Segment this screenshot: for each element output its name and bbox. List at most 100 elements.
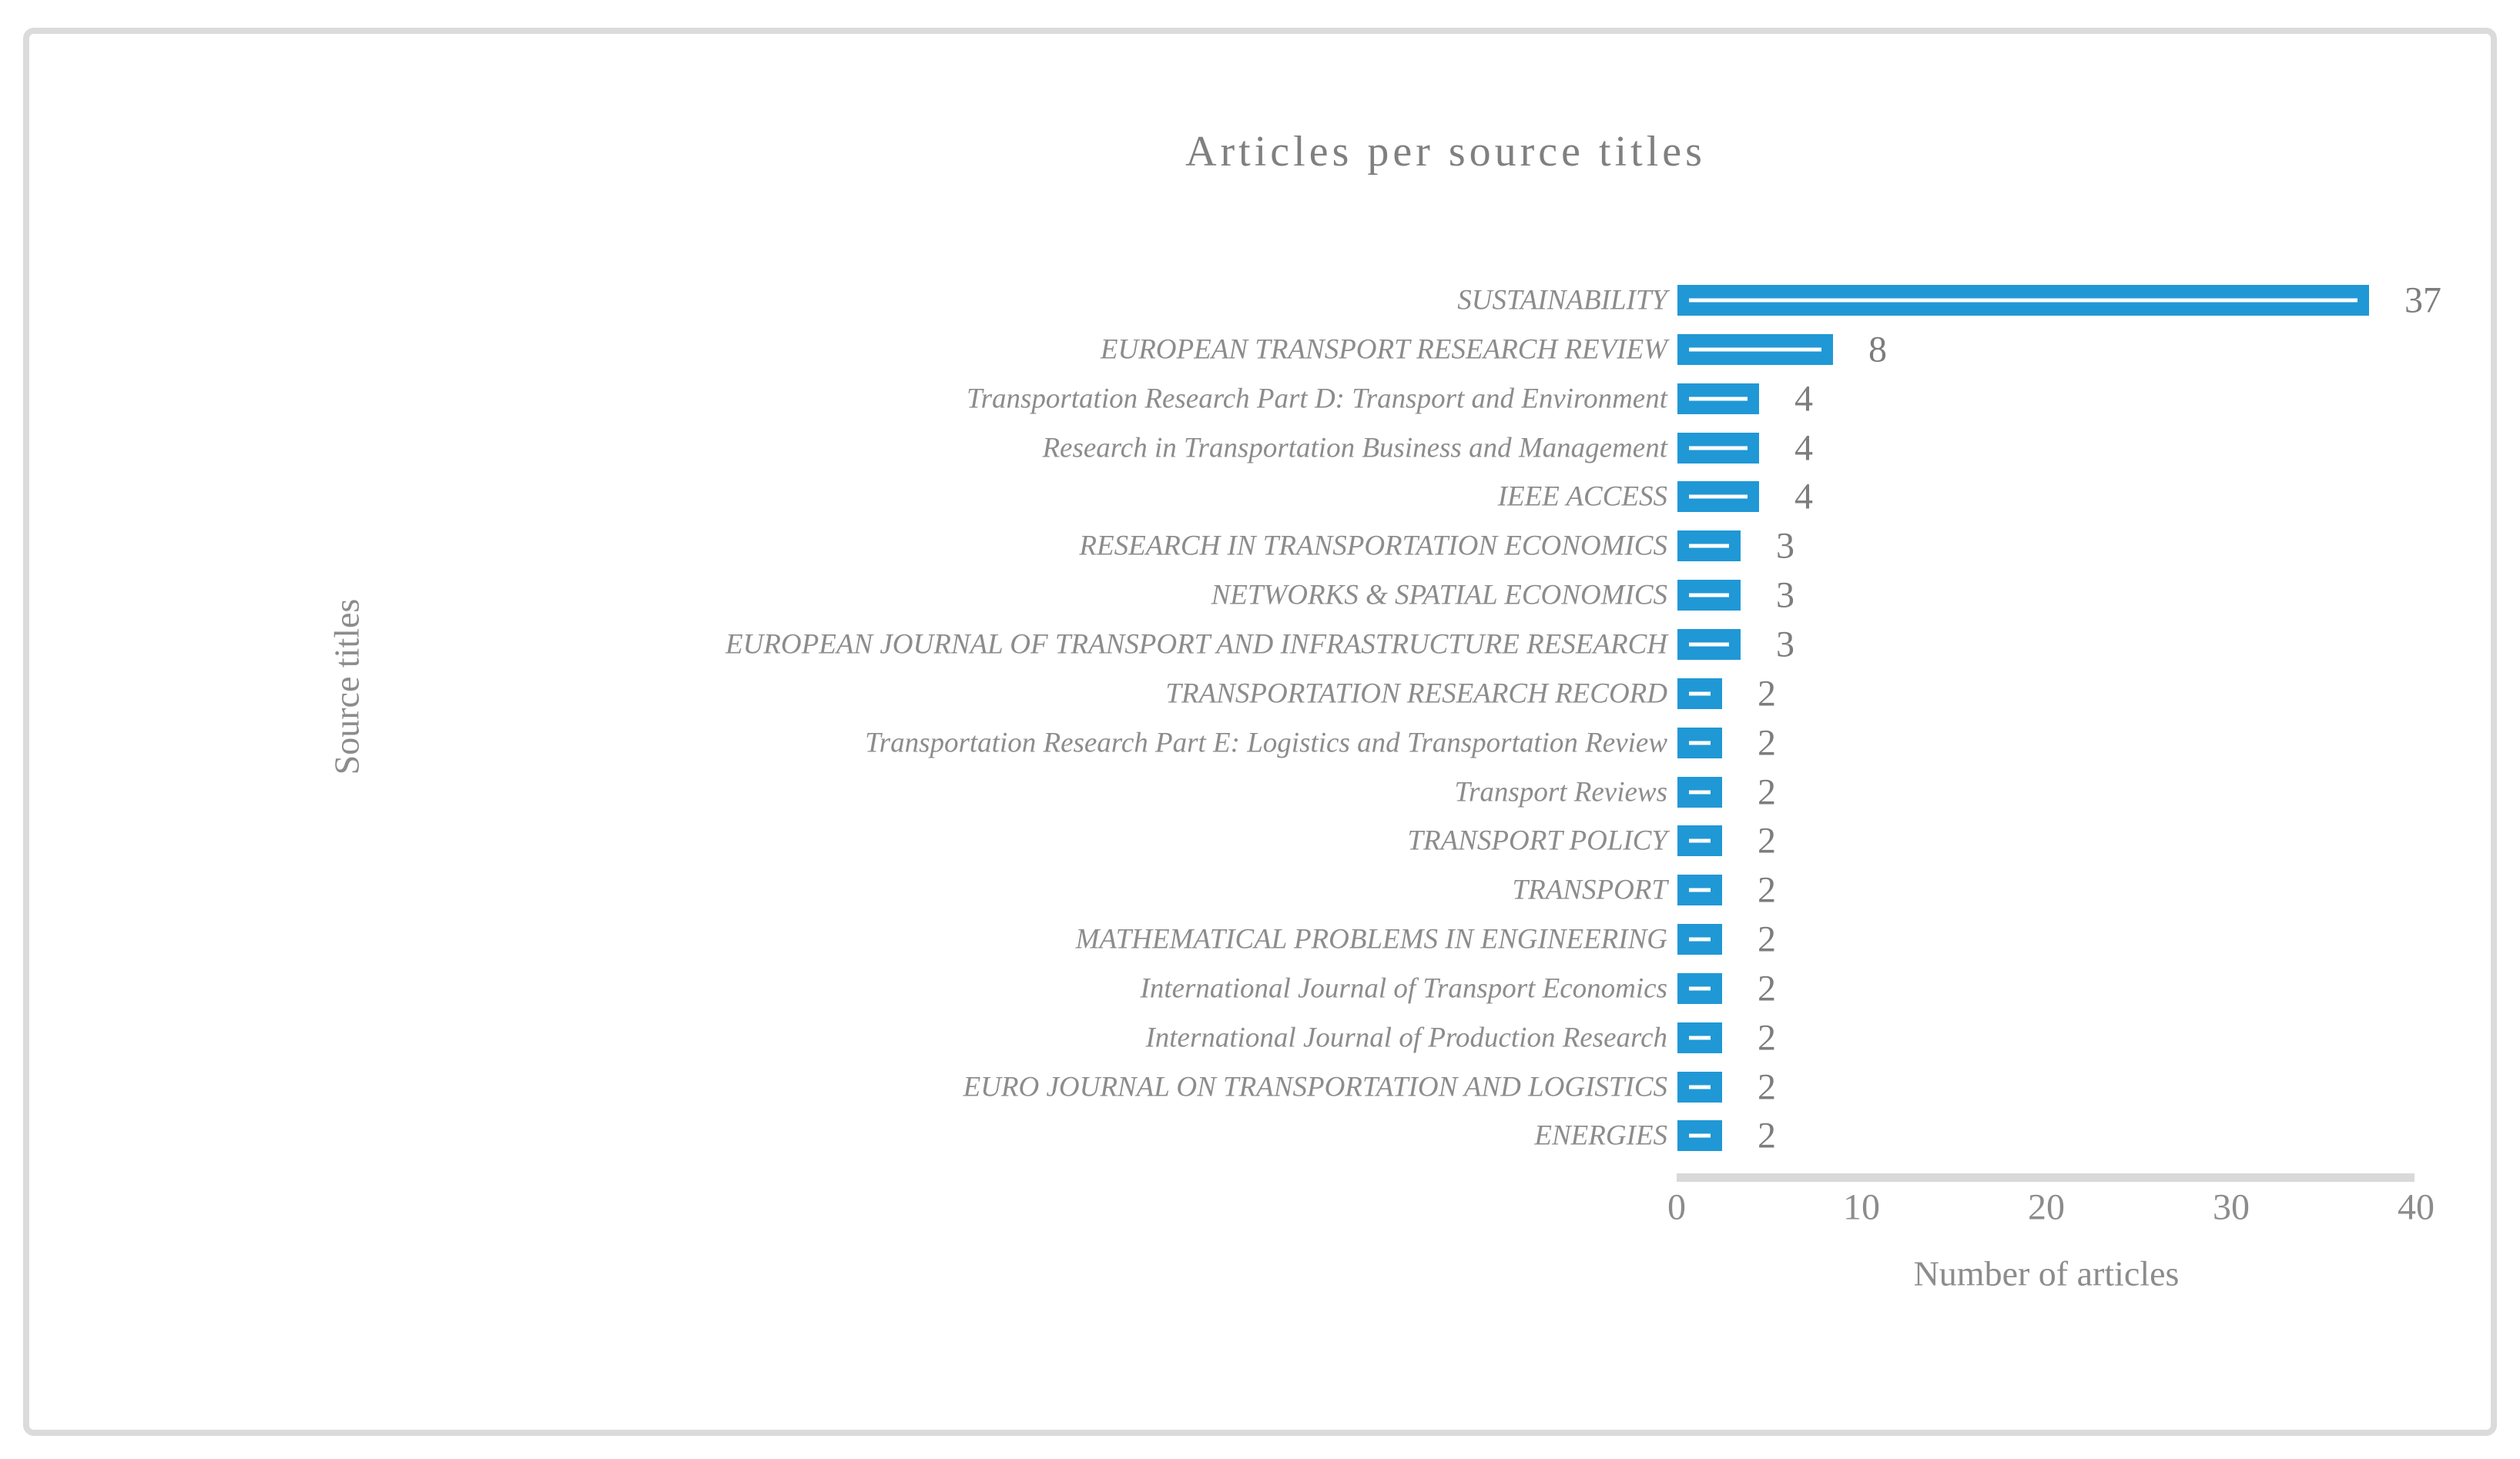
category-label: TRANSPORTATION RESEARCH RECORD xyxy=(1165,678,1667,710)
value-label: 2 xyxy=(1758,722,1776,764)
value-label: 4 xyxy=(1794,476,1813,517)
category-label: EUROPEAN TRANSPORT RESEARCH REVIEW xyxy=(1100,333,1667,366)
x-tick-label: 0 xyxy=(1667,1186,1686,1228)
bar xyxy=(1677,972,1722,1004)
bar-stripe xyxy=(1689,888,1711,892)
category-label: TRANSPORT xyxy=(1512,874,1667,906)
bar-stripe xyxy=(1689,1085,1711,1089)
bar xyxy=(1677,776,1722,808)
bar-stripe xyxy=(1689,298,2357,303)
bar xyxy=(1677,875,1722,906)
bar xyxy=(1677,333,1833,365)
value-label: 2 xyxy=(1758,869,1776,911)
category-label: ENERGIES xyxy=(1534,1119,1667,1152)
bar-row: Research in Transportation Business and … xyxy=(0,423,2520,473)
value-label: 3 xyxy=(1776,574,1794,616)
bar xyxy=(1677,727,1722,758)
bar-row: International Journal of Production Rese… xyxy=(0,1013,2520,1062)
value-label: 2 xyxy=(1758,673,1776,714)
bar xyxy=(1677,1120,1722,1152)
bar-row: EUROPEAN JOURNAL OF TRANSPORT AND INFRAS… xyxy=(0,620,2520,669)
category-label: International Journal of Transport Econo… xyxy=(1140,972,1668,1005)
x-tick-label: 10 xyxy=(1843,1186,1880,1228)
category-label: RESEARCH IN TRANSPORTATION ECONOMICS xyxy=(1079,530,1667,562)
bar-row: EUROPEAN TRANSPORT RESEARCH REVIEW 8 xyxy=(0,325,2520,374)
value-label: 2 xyxy=(1758,1115,1776,1156)
value-label: 3 xyxy=(1776,525,1794,567)
value-label: 2 xyxy=(1758,771,1776,812)
bar-row: EURO JOURNAL ON TRANSPORTATION AND LOGIS… xyxy=(0,1062,2520,1112)
bar xyxy=(1677,628,1741,660)
bar-stripe xyxy=(1689,347,1821,352)
category-label: TRANSPORT POLICY xyxy=(1407,825,1667,857)
bar-row: Transportation Research Part D: Transpor… xyxy=(0,374,2520,423)
category-label: Transport Reviews xyxy=(1454,776,1668,808)
bar xyxy=(1677,383,1759,414)
bar xyxy=(1677,285,2369,316)
value-label: 2 xyxy=(1758,1017,1776,1059)
bar xyxy=(1677,530,1741,562)
bar-stripe xyxy=(1689,642,1729,647)
x-tick-label: 30 xyxy=(2213,1186,2250,1228)
bar-row: NETWORKS & SPATIAL ECONOMICS 3 xyxy=(0,571,2520,620)
value-label: 2 xyxy=(1758,820,1776,862)
bar-row: RESEARCH IN TRANSPORTATION ECONOMICS 3 xyxy=(0,521,2520,571)
category-label: EURO JOURNAL ON TRANSPORTATION AND LOGIS… xyxy=(963,1071,1667,1103)
bar-stripe xyxy=(1689,986,1711,991)
chart-frame xyxy=(23,28,2497,1436)
x-tick-label: 40 xyxy=(2398,1186,2435,1228)
value-label: 8 xyxy=(1868,329,1887,370)
category-label: SUSTAINABILITY xyxy=(1457,284,1667,316)
bar-row: ENERGIES 2 xyxy=(0,1111,2520,1160)
category-label: Transportation Research Part D: Transpor… xyxy=(967,383,1667,415)
value-label: 2 xyxy=(1758,919,1776,960)
value-label: 4 xyxy=(1794,427,1813,469)
bar-stripe xyxy=(1689,790,1711,794)
value-label: 3 xyxy=(1776,624,1794,665)
x-axis-line xyxy=(1677,1173,2414,1182)
bar xyxy=(1677,825,1722,857)
bar-row: IEEE ACCESS 4 xyxy=(0,472,2520,521)
x-tick-label: 20 xyxy=(2028,1186,2065,1228)
category-label: MATHEMATICAL PROBLEMS IN ENGINEERING xyxy=(1075,923,1667,955)
bar-row: International Journal of Transport Econo… xyxy=(0,964,2520,1013)
category-label: IEEE ACCESS xyxy=(1497,480,1667,513)
bar-stripe xyxy=(1689,593,1729,597)
value-label: 37 xyxy=(2404,279,2441,321)
bar-row: Transportation Research Part E: Logistic… xyxy=(0,718,2520,768)
x-axis-label: Number of articles xyxy=(1913,1253,2180,1293)
bar-stripe xyxy=(1689,1036,1711,1040)
bar xyxy=(1677,481,1759,513)
bar xyxy=(1677,678,1722,709)
bar-stripe xyxy=(1689,397,1748,401)
bar xyxy=(1677,580,1741,611)
bar-row: TRANSPORTATION RESEARCH RECORD 2 xyxy=(0,669,2520,718)
bar-row: SUSTAINABILITY 37 xyxy=(0,276,2520,325)
value-label: 2 xyxy=(1758,968,1776,1009)
bar xyxy=(1677,1071,1722,1103)
category-label: International Journal of Production Rese… xyxy=(1145,1022,1667,1054)
category-label: EUROPEAN JOURNAL OF TRANSPORT AND INFRAS… xyxy=(725,628,1667,661)
category-label: Research in Transportation Business and … xyxy=(1042,432,1667,464)
value-label: 4 xyxy=(1794,378,1813,420)
chart-title: Articles per source titles xyxy=(1185,128,1706,176)
category-label: Transportation Research Part E: Logistic… xyxy=(865,727,1667,759)
bar-stripe xyxy=(1689,838,1711,843)
bar-stripe xyxy=(1689,1133,1711,1138)
bar-stripe xyxy=(1689,691,1711,696)
bar-stripe xyxy=(1689,544,1729,548)
bar xyxy=(1677,1022,1722,1053)
bar-stripe xyxy=(1689,741,1711,745)
bar-row: MATHEMATICAL PROBLEMS IN ENGINEERING 2 xyxy=(0,915,2520,964)
bar-row: TRANSPORT POLICY 2 xyxy=(0,816,2520,865)
bar-stripe xyxy=(1689,937,1711,942)
bar-row: TRANSPORT 2 xyxy=(0,865,2520,915)
bar-stripe xyxy=(1689,446,1748,450)
bar-stripe xyxy=(1689,494,1748,499)
bar-row: Transport Reviews 2 xyxy=(0,768,2520,817)
category-label: NETWORKS & SPATIAL ECONOMICS xyxy=(1211,579,1667,611)
bar xyxy=(1677,432,1759,463)
bar xyxy=(1677,924,1722,955)
